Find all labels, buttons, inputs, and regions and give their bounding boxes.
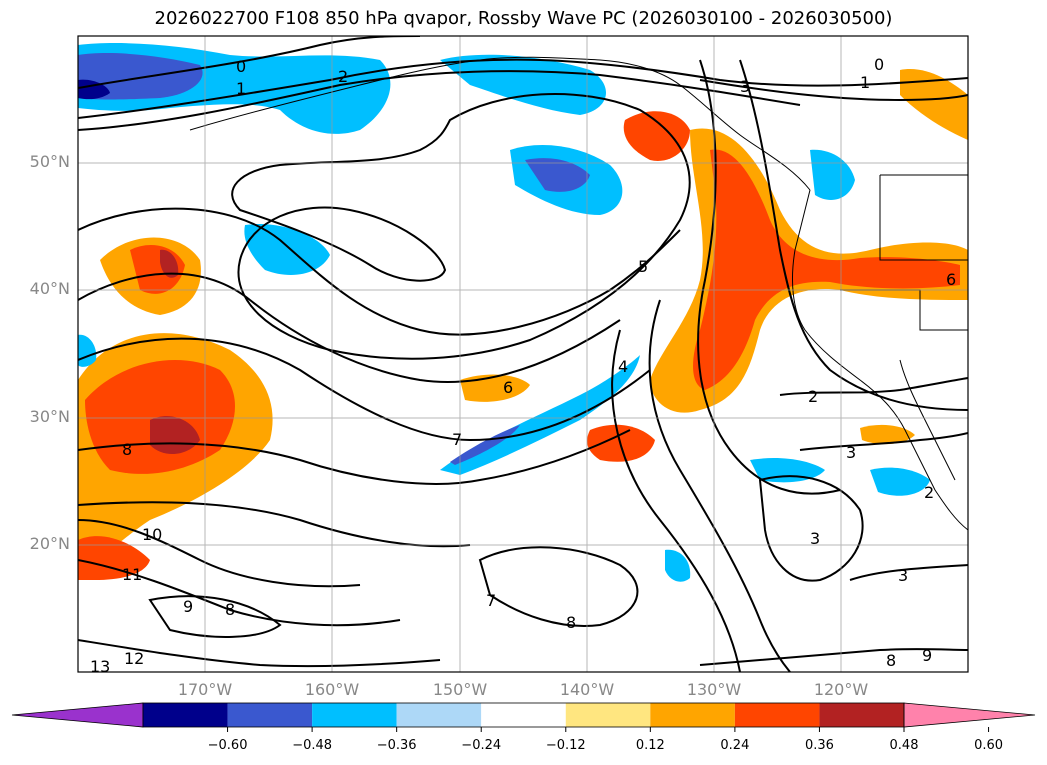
colorbar-tick-label: 0.12 bbox=[635, 738, 665, 753]
contour-8-se bbox=[699, 648, 968, 666]
shade-pos-sat bbox=[860, 424, 915, 445]
colorbar-tick-label: −0.48 bbox=[292, 738, 333, 753]
contour-label: 3 bbox=[740, 77, 750, 96]
lat-label-40n: 40°N bbox=[29, 279, 70, 298]
shade-neg-north bbox=[440, 54, 607, 115]
shade-pos-coast-core bbox=[693, 149, 960, 390]
shade-neg-sw bbox=[665, 549, 691, 582]
contour-11 bbox=[78, 559, 401, 627]
shading-layer bbox=[78, 43, 968, 582]
contour-east-4 bbox=[611, 329, 741, 672]
shade-neg-nw-core bbox=[78, 53, 203, 100]
lon-label-160w: 160°W bbox=[304, 680, 360, 699]
contour-label: 8 bbox=[122, 440, 132, 459]
lon-label-170w: 170°W bbox=[177, 680, 233, 699]
contour-label: 7 bbox=[486, 591, 496, 610]
contour-east-2 bbox=[739, 59, 968, 411]
lat-label-30n: 30°N bbox=[29, 407, 70, 426]
plot-frame bbox=[77, 35, 969, 673]
contour-label: 3 bbox=[846, 443, 856, 462]
colorbar-tick-label: −0.60 bbox=[207, 738, 248, 753]
contour-label: 2 bbox=[924, 483, 934, 502]
contour-label: 1 bbox=[236, 79, 246, 98]
shade-neg-bc bbox=[810, 149, 855, 200]
contour-label: 8 bbox=[886, 651, 896, 670]
contour-label: 6 bbox=[946, 270, 956, 289]
colorbar-tick-label: 0.36 bbox=[804, 738, 834, 753]
contour-layer bbox=[78, 36, 968, 672]
lon-label-120w: 120°W bbox=[813, 680, 869, 699]
lat-label-20n: 20°N bbox=[29, 534, 70, 553]
contour-1-north bbox=[78, 58, 968, 119]
alaska-coast bbox=[189, 56, 811, 191]
contour-label: 11 bbox=[122, 565, 142, 584]
coastline-layer bbox=[189, 56, 968, 531]
baja-coast bbox=[899, 359, 956, 481]
contour-8 bbox=[78, 429, 631, 485]
contour-label: 6 bbox=[503, 378, 513, 397]
shade-neg-baja bbox=[870, 467, 930, 496]
contour-label: 0 bbox=[236, 57, 246, 76]
colorbar-tick-label: −0.12 bbox=[545, 738, 586, 753]
contour-north-3 bbox=[699, 79, 968, 102]
contour-label: 12 bbox=[124, 649, 144, 668]
contour-12 bbox=[78, 639, 441, 668]
gridlines bbox=[78, 36, 968, 672]
contour-label: 1 bbox=[860, 73, 870, 92]
contour-label: 5 bbox=[638, 257, 648, 276]
contour-label: 2 bbox=[338, 67, 348, 86]
contour-south-a bbox=[148, 595, 282, 638]
contour-east-3 bbox=[648, 299, 791, 672]
state-border-1 bbox=[879, 175, 968, 261]
shade-pos-ne bbox=[900, 69, 968, 140]
lon-label-130w: 130°W bbox=[686, 680, 742, 699]
contour-label: 9 bbox=[183, 597, 193, 616]
contour-10 bbox=[78, 519, 361, 588]
na-west-coast bbox=[791, 189, 968, 531]
contour-7 bbox=[78, 337, 651, 442]
shade-pos-sw bbox=[78, 536, 150, 580]
contour-3-east bbox=[799, 432, 968, 451]
contour-sub-3 bbox=[758, 475, 864, 582]
contour-label: 7 bbox=[452, 430, 462, 449]
shade-neg-gulf-core bbox=[525, 158, 590, 192]
contour-2-east bbox=[779, 377, 968, 396]
shade-pos-mid2 bbox=[460, 374, 530, 402]
contour-2-north bbox=[78, 70, 801, 131]
shade-neg-mid bbox=[244, 224, 330, 275]
colorbar-tick-label: 0.60 bbox=[974, 738, 1004, 753]
shade-neg-sub bbox=[750, 458, 825, 483]
colorbar-tick-label: −0.24 bbox=[461, 738, 502, 753]
lat-label-50n: 50°N bbox=[29, 152, 70, 171]
colorbar-tick-label: −0.36 bbox=[376, 738, 417, 753]
contour-label: 9 bbox=[922, 646, 932, 665]
colorbar-tick-label: 0.24 bbox=[720, 738, 750, 753]
contour-label: 3 bbox=[810, 529, 820, 548]
contour-label: 4 bbox=[618, 357, 628, 376]
contour-6 bbox=[78, 272, 621, 383]
lon-label-140w: 140°W bbox=[559, 680, 615, 699]
shade-pos-nw-dark bbox=[160, 249, 179, 278]
contour-label: 10 bbox=[142, 525, 162, 544]
contour-label: 13 bbox=[90, 657, 110, 676]
shade-neg-band-core bbox=[450, 425, 520, 465]
contour-5 bbox=[78, 207, 681, 336]
lon-label-150w: 150°W bbox=[432, 680, 488, 699]
contour-label: 3 bbox=[898, 566, 908, 585]
shade-pos-nbc bbox=[623, 111, 690, 161]
contour-label: 0 bbox=[874, 55, 884, 74]
contour-3-se bbox=[849, 564, 968, 581]
contour-gyre-outer bbox=[231, 93, 691, 360]
contour-south-b bbox=[478, 546, 639, 627]
contour-label-layer: 0 1 2 3 0 1 5 6 4 7 8 10 11 12 13 9 8 7 … bbox=[90, 55, 956, 676]
map-title: 2026022700 F108 850 hPa qvapor, Rossby W… bbox=[154, 8, 893, 29]
contour-label: 8 bbox=[566, 613, 576, 632]
contour-label: 2 bbox=[808, 387, 818, 406]
contour-label: 8 bbox=[225, 600, 235, 619]
contour-east-1 bbox=[697, 59, 841, 495]
colorbar-tick-label: 0.48 bbox=[889, 738, 919, 753]
